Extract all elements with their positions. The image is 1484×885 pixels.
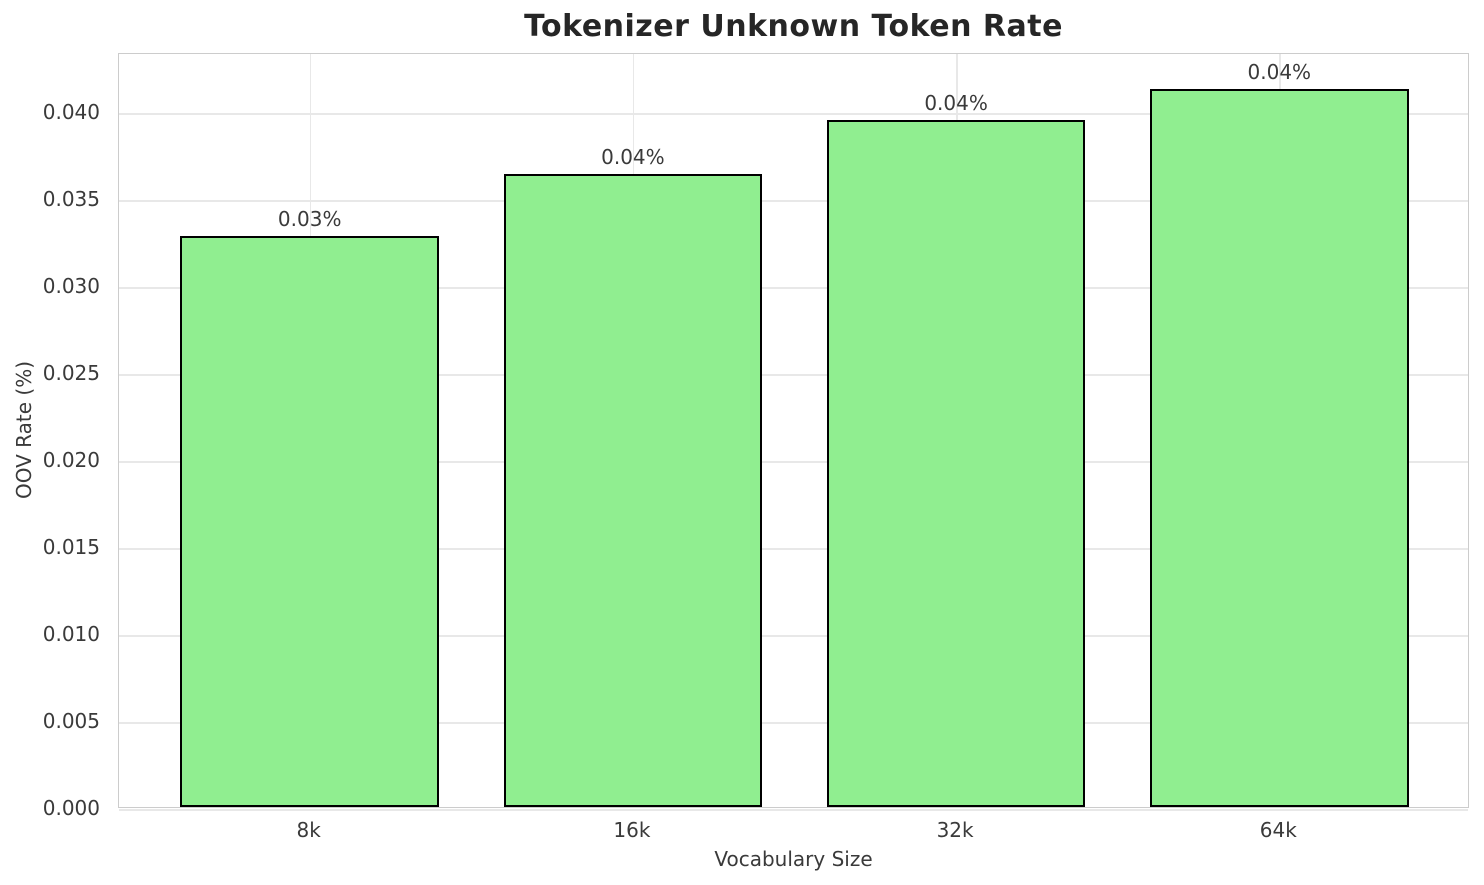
bar-value-label: 0.04% (924, 90, 988, 115)
horizontal-gridline (119, 461, 1468, 463)
y-tick-label: 0.010 (42, 622, 100, 647)
horizontal-gridline (119, 113, 1468, 115)
horizontal-gridline (119, 548, 1468, 550)
chart-title: Tokenizer Unknown Token Rate (524, 9, 1063, 44)
bar-64k (1150, 88, 1409, 807)
bar-value-label: 0.03% (277, 207, 342, 232)
horizontal-gridline (119, 722, 1468, 724)
y-tick-label: 0.040 (42, 100, 100, 125)
bar-value-label: 0.04% (1247, 59, 1312, 84)
y-tick-label: 0.025 (42, 361, 100, 386)
horizontal-gridline (119, 287, 1468, 289)
horizontal-gridline (119, 374, 1468, 376)
bar-value-label: 0.04% (601, 144, 665, 169)
x-axis-label: Vocabulary Size (714, 847, 873, 871)
bar-16k (503, 173, 763, 807)
y-tick-label: 0.015 (42, 535, 100, 560)
x-tick-label-16k: 16k (613, 818, 651, 842)
y-tick-label: 0.000 (42, 796, 100, 820)
bar-32k (826, 119, 1086, 807)
y-tick-label: 0.035 (42, 187, 100, 212)
bar-8k (180, 236, 439, 807)
y-tick-label: 0.030 (42, 274, 100, 299)
horizontal-gridline (119, 635, 1468, 637)
y-tick-label: 0.020 (42, 448, 100, 473)
horizontal-gridline (119, 809, 1468, 811)
x-tick-label-8k: 8k (296, 818, 321, 842)
x-tick-label-64k: 64k (1259, 818, 1297, 842)
horizontal-gridline (119, 200, 1468, 202)
x-tick-label-32k: 32k (936, 818, 974, 842)
y-tick-label: 0.005 (42, 709, 100, 734)
plot-area: 0.03% 0.04% 0.04% 0.04% (118, 53, 1469, 811)
